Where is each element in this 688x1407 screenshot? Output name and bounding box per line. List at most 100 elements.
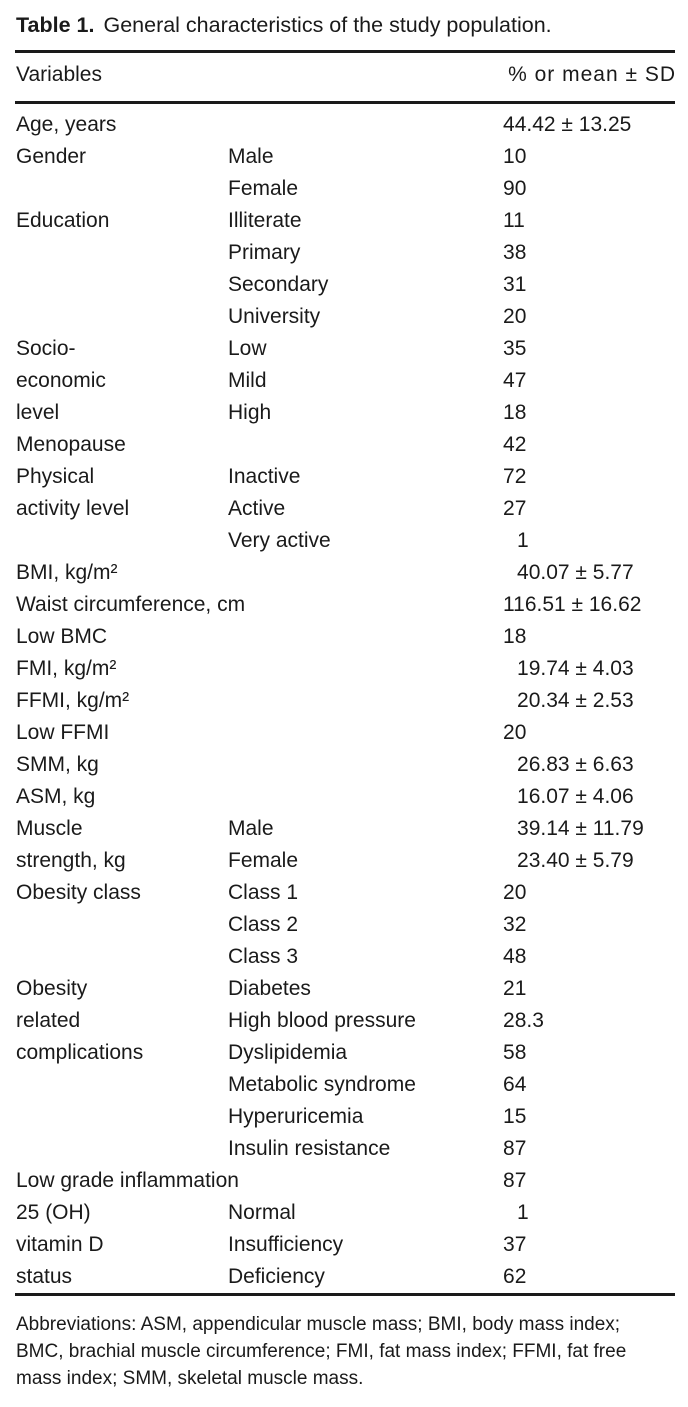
value-text: 42 bbox=[503, 433, 527, 456]
header-value: % or mean ± SD bbox=[508, 63, 676, 86]
value-text: 20 bbox=[503, 881, 527, 904]
value-cell: 35 bbox=[503, 333, 675, 365]
table-row: Insufficiency 37 bbox=[16, 1229, 675, 1261]
subcategory-cell: Class 1 bbox=[228, 881, 299, 904]
subcategory-cell: Inactive bbox=[228, 465, 301, 488]
value-cell: 26.83 ± 6.63 bbox=[503, 749, 675, 781]
value-text: 20 bbox=[503, 305, 527, 328]
table-row: Obesity class Class 1 20 bbox=[16, 877, 675, 909]
value-text: 28.3 bbox=[503, 1009, 544, 1032]
value-cell: 87 bbox=[503, 1133, 675, 1165]
subcategory-cell: Male bbox=[228, 817, 274, 840]
value-cell: 48 bbox=[503, 941, 675, 973]
table-row: Low BMC 18 bbox=[16, 621, 675, 653]
value-cell: 20 bbox=[503, 877, 675, 909]
table-row: Gender Male 10 bbox=[16, 141, 675, 173]
table-row: Class 3 48 bbox=[16, 941, 675, 973]
table-row: Obesity related complications Diabetes 21 bbox=[16, 973, 675, 1064]
value-cell: 18 bbox=[503, 397, 675, 429]
subcategory-cell: Mild bbox=[228, 369, 267, 392]
table-row: SMM, kg 26.83 ± 6.63 bbox=[16, 749, 675, 781]
subcategory-cell: Insulin resistance bbox=[228, 1137, 391, 1160]
value-text: 39.14 ± 11.79 bbox=[517, 817, 644, 840]
value-text: 64 bbox=[503, 1073, 527, 1096]
value-text: 21 bbox=[503, 977, 527, 1000]
footnote-line: Abbreviations: ASM, appendicular muscle … bbox=[16, 1314, 621, 1335]
top-rule bbox=[15, 50, 675, 53]
table-row: Hyperuricemia 15 bbox=[16, 1101, 675, 1133]
subcategory-cell: Female bbox=[228, 849, 299, 872]
subcategory-cell: Insufficiency bbox=[228, 1233, 344, 1256]
variable-label-cell: Waist circumference, cm bbox=[16, 593, 246, 616]
value-text: 15 bbox=[503, 1105, 527, 1128]
value-cell: 40.07 ± 5.77 bbox=[503, 557, 675, 589]
variable-label-cell: Socio- economic level bbox=[16, 337, 106, 424]
value-cell: 72 bbox=[503, 461, 675, 493]
value-cell: 31 bbox=[503, 269, 675, 301]
value-text: 18 bbox=[503, 401, 527, 424]
table-row: 25 (OH) vitamin D status Normal 1 bbox=[16, 1197, 675, 1288]
value-text: 20 bbox=[503, 721, 527, 744]
value-cell: 44.42 ± 13.25 bbox=[503, 109, 675, 141]
variable-label-cell: Obesity class bbox=[16, 881, 141, 904]
value-text: 32 bbox=[503, 913, 527, 936]
table-row: Active 27 bbox=[16, 493, 675, 525]
value-text: 18 bbox=[503, 625, 527, 648]
value-text: 90 bbox=[503, 177, 527, 200]
value-text: 87 bbox=[503, 1169, 527, 1192]
table-number: Table 1. bbox=[16, 13, 95, 37]
value-cell: 39.14 ± 11.79 bbox=[503, 813, 675, 845]
variable-label-cell: BMI, kg/m² bbox=[16, 561, 118, 584]
table-row: High 18 bbox=[16, 397, 675, 429]
value-cell: 20 bbox=[503, 717, 675, 749]
value-text: 47 bbox=[503, 369, 527, 392]
value-cell: 1 bbox=[503, 525, 675, 557]
value-cell: 47 bbox=[503, 365, 675, 397]
table-row: Deficiency 62 bbox=[16, 1261, 675, 1293]
value-text: 31 bbox=[503, 273, 527, 296]
value-text: 1 bbox=[517, 1201, 529, 1224]
value-cell: 28.3 bbox=[503, 1005, 675, 1037]
subcategory-cell: Diabetes bbox=[228, 977, 311, 1000]
table-caption-text: General characteristics of the study pop… bbox=[103, 13, 552, 37]
subcategory-cell: High blood pressure bbox=[228, 1009, 416, 1032]
subcategory-cell: Primary bbox=[228, 241, 301, 264]
subcategory-cell: High bbox=[228, 401, 272, 424]
table-row: Age, years 44.42 ± 13.25 bbox=[16, 109, 675, 141]
value-cell: 1 bbox=[503, 1197, 675, 1229]
table-row: High blood pressure 28.3 bbox=[16, 1005, 675, 1037]
value-cell: 21 bbox=[503, 973, 675, 1005]
value-cell: 11 bbox=[503, 205, 675, 237]
value-text: 48 bbox=[503, 945, 527, 968]
variable-label-cell: Physical activity level bbox=[16, 465, 130, 520]
subcategory-cell: Active bbox=[228, 497, 286, 520]
value-cell: 19.74 ± 4.03 bbox=[503, 653, 675, 685]
characteristics-table: Age, years 44.42 ± 13.25 Gender Male 10 Femal… bbox=[16, 109, 675, 1293]
variable-label-cell: 25 (OH) vitamin D status bbox=[16, 1201, 104, 1288]
value-text: 72 bbox=[503, 465, 527, 488]
variable-label-cell: Muscle strength, kg bbox=[16, 817, 126, 872]
value-cell: 58 bbox=[503, 1037, 675, 1069]
table-row: Education Illiterate 11 bbox=[16, 205, 675, 237]
value-text: 35 bbox=[503, 337, 527, 360]
value-text: 62 bbox=[503, 1265, 527, 1288]
value-text: 27 bbox=[503, 497, 527, 520]
bottom-rule bbox=[15, 1293, 675, 1296]
variable-label-cell: Gender bbox=[16, 145, 87, 168]
value-cell: 10 bbox=[503, 141, 675, 173]
table-caption: Table 1. General characteristics of the s… bbox=[16, 10, 552, 40]
subcategory-cell: Dyslipidemia bbox=[228, 1041, 348, 1064]
value-cell: 32 bbox=[503, 909, 675, 941]
variable-label-cell: FMI, kg/m² bbox=[16, 657, 117, 680]
value-text: 10 bbox=[503, 145, 527, 168]
abbreviations-footnote: Abbreviations: ASM, appendicular muscle … bbox=[16, 1311, 676, 1392]
table-row: Socio- economic level Low 35 bbox=[16, 333, 675, 424]
subcategory-cell: Class 2 bbox=[228, 913, 299, 936]
table-row: Female 90 bbox=[16, 173, 675, 205]
variable-label-cell: Age, years bbox=[16, 113, 117, 136]
subcategory-cell: Male bbox=[228, 145, 274, 168]
value-text: 1 bbox=[517, 529, 529, 552]
value-text: 19.74 ± 4.03 bbox=[517, 657, 634, 680]
subcategory-cell: Normal bbox=[228, 1201, 296, 1224]
table-row: Physical activity level Inactive 72 bbox=[16, 461, 675, 520]
